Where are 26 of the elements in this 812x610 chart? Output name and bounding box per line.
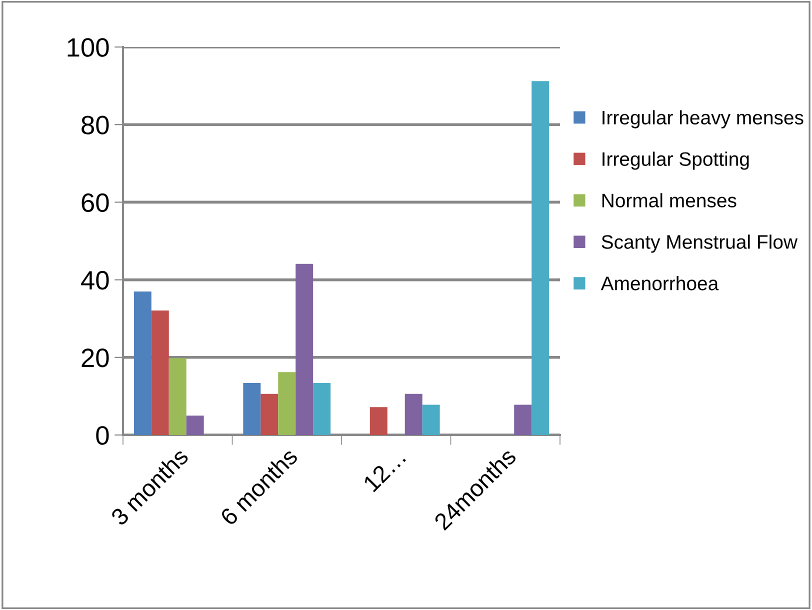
legend-label: Normal menses: [602, 193, 736, 208]
legend-label: Irregular Spotting: [602, 152, 749, 170]
x-tick-label: 12…: [362, 448, 406, 492]
bar: [296, 264, 314, 435]
legend-label: Scanty Menstrual Flow: [602, 234, 798, 253]
bar: [404, 394, 422, 435]
bar: [278, 372, 296, 435]
bar: [243, 383, 261, 435]
bar: [151, 310, 169, 435]
y-tick-label: 0: [96, 426, 109, 445]
bar: [370, 407, 388, 435]
bar: [186, 416, 204, 435]
legend-label: Amenorrhoea: [600, 276, 719, 290]
bar: [422, 404, 440, 435]
bar: [514, 404, 532, 435]
y-tick-label: 40: [81, 270, 109, 290]
y-tick-label: 100: [68, 38, 109, 57]
bar: [532, 81, 550, 435]
y-tick-label: 80: [82, 116, 109, 134]
bar: [260, 394, 278, 435]
bar: [134, 291, 152, 435]
y-tick-label: 60: [82, 193, 109, 212]
bar: [313, 383, 331, 435]
y-tick-label: 20: [82, 348, 109, 368]
bar: [168, 358, 186, 435]
legend-label: Irregular heavy menses: [602, 110, 804, 128]
